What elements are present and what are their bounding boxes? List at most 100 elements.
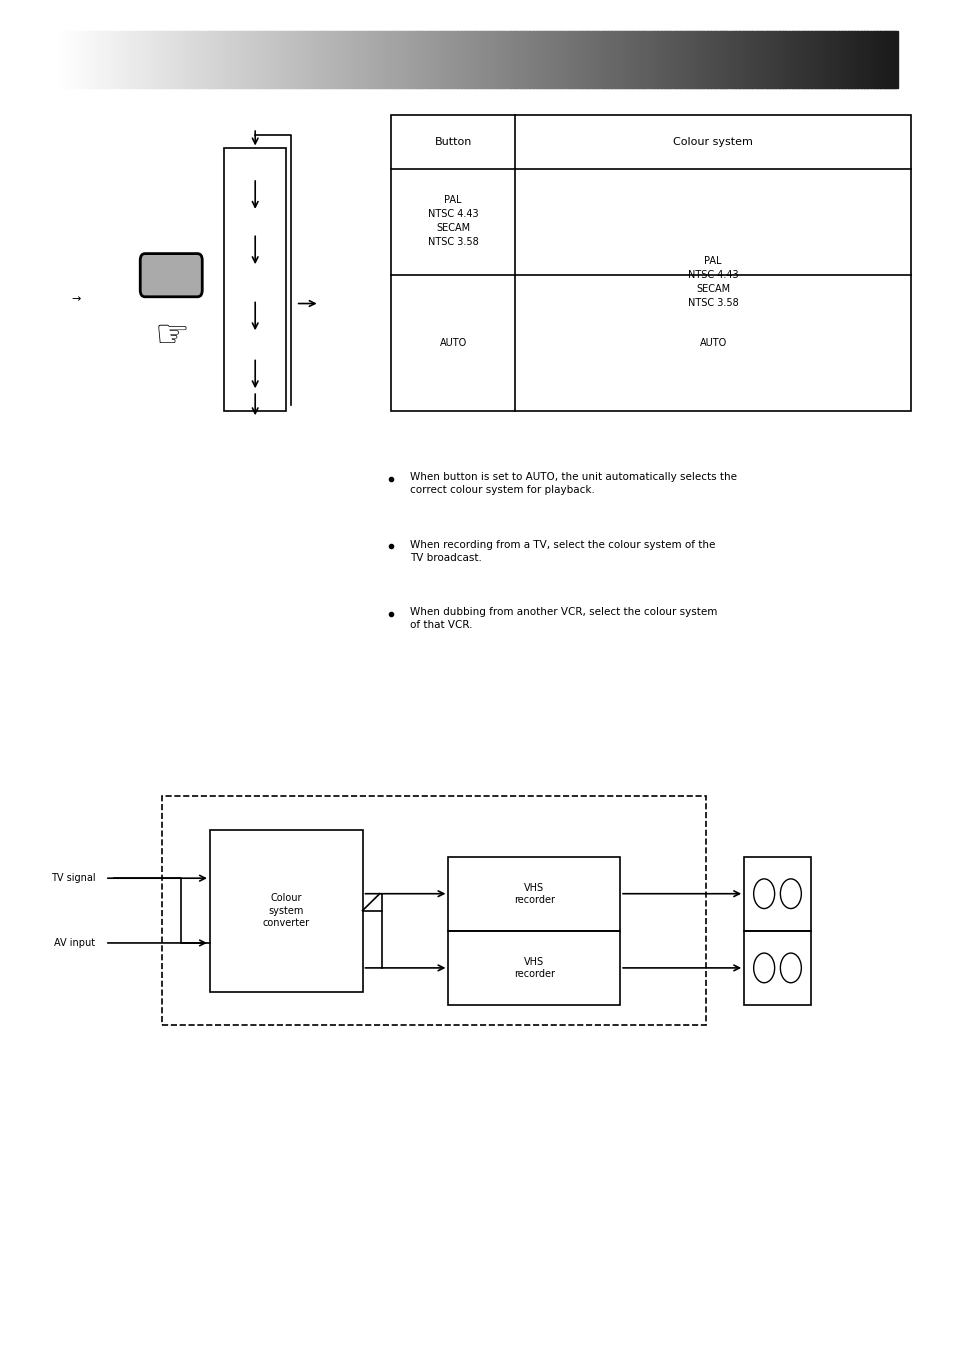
Bar <box>506 31 510 88</box>
Text: Colour
system
converter: Colour system converter <box>262 893 310 928</box>
Bar <box>529 31 533 88</box>
Bar <box>362 31 366 88</box>
Bar <box>532 31 537 88</box>
Bar <box>659 31 664 88</box>
Text: Colour system: Colour system <box>673 136 752 147</box>
Bar <box>417 31 422 88</box>
Bar <box>149 31 153 88</box>
Bar <box>240 31 245 88</box>
Bar <box>696 31 700 88</box>
Bar <box>631 31 635 88</box>
Bar <box>866 31 871 88</box>
Bar <box>355 31 359 88</box>
Bar <box>863 31 867 88</box>
Bar <box>448 931 619 1005</box>
Bar <box>755 31 760 88</box>
Bar <box>198 31 202 88</box>
Bar <box>415 31 418 88</box>
Text: AV input: AV input <box>54 938 95 948</box>
Bar <box>516 31 520 88</box>
Bar <box>807 31 812 88</box>
Bar <box>244 31 248 88</box>
Bar <box>162 796 705 1025</box>
Bar <box>558 31 562 88</box>
Bar <box>411 31 416 88</box>
Bar <box>673 31 678 88</box>
Bar <box>287 31 291 88</box>
Bar <box>768 31 772 88</box>
Text: ☞: ☞ <box>154 317 189 355</box>
Bar <box>876 31 881 88</box>
Bar <box>565 31 569 88</box>
Bar <box>598 31 602 88</box>
Bar <box>561 31 566 88</box>
Bar <box>683 31 687 88</box>
Bar <box>483 31 487 88</box>
Bar <box>267 31 271 88</box>
Bar <box>185 31 189 88</box>
Bar <box>476 31 480 88</box>
Bar <box>64 31 68 88</box>
Bar <box>725 31 730 88</box>
Bar <box>743 857 810 931</box>
Bar <box>739 31 742 88</box>
Bar <box>538 31 543 88</box>
Bar <box>741 31 746 88</box>
Bar <box>729 31 733 88</box>
Bar <box>719 31 723 88</box>
Bar <box>788 31 792 88</box>
Bar <box>107 31 111 88</box>
Bar <box>100 31 104 88</box>
Bar <box>493 31 497 88</box>
Bar <box>421 31 425 88</box>
Bar <box>437 31 441 88</box>
Bar <box>886 31 890 88</box>
Bar <box>798 31 801 88</box>
Bar <box>513 31 517 88</box>
Bar <box>713 31 717 88</box>
Text: →: → <box>71 294 81 305</box>
Bar <box>743 931 810 1005</box>
Bar <box>748 31 753 88</box>
Bar <box>568 31 573 88</box>
Bar <box>814 31 818 88</box>
Bar <box>142 31 147 88</box>
Bar <box>479 31 484 88</box>
Bar <box>165 31 170 88</box>
Bar <box>460 31 464 88</box>
Bar <box>490 31 494 88</box>
Bar <box>823 31 828 88</box>
Bar <box>306 31 311 88</box>
Bar <box>843 31 847 88</box>
Bar <box>463 31 468 88</box>
Bar <box>542 31 546 88</box>
Bar <box>80 31 85 88</box>
Bar <box>545 31 550 88</box>
Bar <box>689 31 694 88</box>
Bar <box>821 31 824 88</box>
Bar <box>401 31 405 88</box>
Bar <box>526 31 530 88</box>
Bar <box>169 31 172 88</box>
Bar <box>392 31 395 88</box>
Bar <box>700 31 703 88</box>
Bar <box>276 31 281 88</box>
Bar <box>274 31 277 88</box>
Bar <box>139 31 143 88</box>
Bar <box>326 31 330 88</box>
Bar <box>657 31 660 88</box>
Bar <box>801 31 805 88</box>
Bar <box>87 31 91 88</box>
Bar <box>182 31 186 88</box>
Bar <box>234 31 238 88</box>
Bar <box>611 31 615 88</box>
Bar <box>627 31 632 88</box>
Text: When recording from a TV, select the colour system of the
TV broadcast.: When recording from a TV, select the col… <box>410 540 715 563</box>
Bar <box>474 31 477 88</box>
Bar <box>647 31 651 88</box>
Bar <box>581 31 585 88</box>
Bar <box>686 31 690 88</box>
Bar <box>456 31 461 88</box>
Bar <box>339 31 343 88</box>
Bar <box>620 31 625 88</box>
